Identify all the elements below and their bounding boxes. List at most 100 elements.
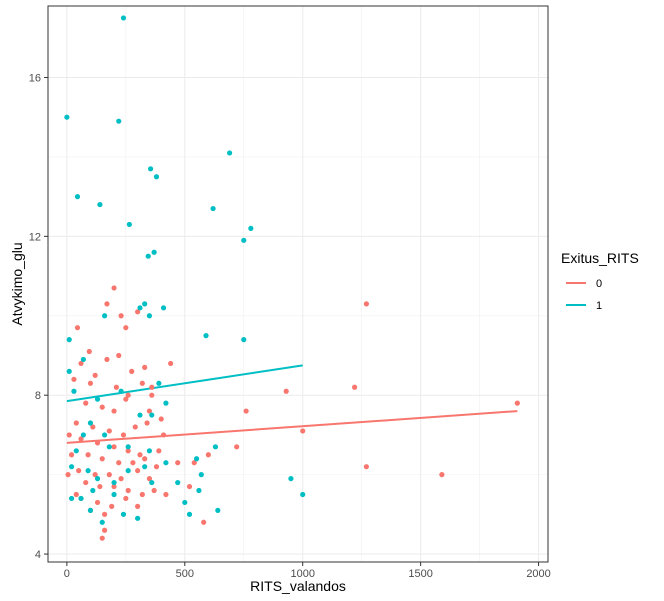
point-series-0 xyxy=(135,309,141,315)
point-series-0 xyxy=(106,428,112,434)
point-series-1 xyxy=(142,301,148,307)
point-series-1 xyxy=(146,313,153,319)
point-series-1 xyxy=(146,448,153,454)
point-series-0 xyxy=(74,325,81,331)
point-series-0 xyxy=(149,384,155,390)
point-series-0 xyxy=(118,313,124,319)
point-series-1 xyxy=(182,499,188,506)
point-series-1 xyxy=(142,464,148,470)
point-series-0 xyxy=(363,301,369,307)
point-series-0 xyxy=(116,460,122,466)
point-series-1 xyxy=(196,487,202,494)
point-series-1 xyxy=(80,432,86,438)
point-series-0 xyxy=(90,424,96,430)
trend-line-series-1 xyxy=(66,364,303,403)
trend-lines xyxy=(66,364,518,444)
point-series-0 xyxy=(283,388,289,394)
point-series-1 xyxy=(175,479,181,486)
point-series-0 xyxy=(146,476,153,482)
point-series-0 xyxy=(363,464,369,470)
point-series-1 xyxy=(126,221,132,228)
point-series-1 xyxy=(85,468,91,474)
plot-panel-border xyxy=(47,5,549,563)
point-series-1 xyxy=(87,420,94,426)
point-series-0 xyxy=(125,487,131,494)
point-series-1 xyxy=(120,511,127,517)
point-series-1 xyxy=(149,412,155,418)
point-series-0 xyxy=(83,400,89,406)
y-tick-label: 4 xyxy=(35,549,41,561)
point-series-0 xyxy=(142,364,148,370)
point-series-1 xyxy=(120,15,127,21)
point-series-1 xyxy=(74,194,81,200)
point-series-0 xyxy=(132,424,138,430)
y-tick-label: 8 xyxy=(35,390,41,402)
point-series-0 xyxy=(130,460,136,466)
point-series-0 xyxy=(87,380,94,386)
point-series-1 xyxy=(163,400,169,406)
point-series-0 xyxy=(99,404,105,410)
point-series-1 xyxy=(66,337,72,343)
point-series-1 xyxy=(198,472,204,478)
point-series-0 xyxy=(139,380,145,386)
point-series-0 xyxy=(120,432,127,438)
point-series-1 xyxy=(118,388,124,394)
point-series-0 xyxy=(186,483,193,490)
point-series-0 xyxy=(243,408,249,414)
point-series-1 xyxy=(68,495,75,502)
point-series-0 xyxy=(71,376,77,382)
y-axis-title: Atvykimo_glu xyxy=(9,242,25,325)
point-series-1 xyxy=(160,305,167,311)
point-series-0 xyxy=(175,460,181,466)
point-series-1 xyxy=(145,253,151,259)
point-series-1 xyxy=(80,356,86,363)
legend-title: Exitus_RITS xyxy=(561,250,639,266)
point-series-1 xyxy=(125,444,131,450)
point-series-0 xyxy=(205,452,211,458)
point-series-0 xyxy=(352,384,358,390)
x-tick-label: 1000 xyxy=(290,568,314,580)
point-series-0 xyxy=(191,460,197,466)
point-series-0 xyxy=(73,420,79,426)
point-series-0 xyxy=(92,372,98,378)
point-series-1 xyxy=(99,519,105,525)
point-series-1 xyxy=(87,507,94,513)
y-tick-label: 16 xyxy=(29,72,41,84)
point-series-1 xyxy=(71,388,77,394)
point-series-0 xyxy=(102,511,108,517)
point-series-1 xyxy=(137,305,143,311)
point-series-1 xyxy=(66,368,72,374)
point-series-1 xyxy=(241,237,247,243)
point-series-0 xyxy=(135,503,141,509)
point-series-0 xyxy=(129,368,135,374)
point-series-1 xyxy=(203,333,209,339)
point-series-1 xyxy=(125,468,131,474)
point-series-0 xyxy=(85,452,91,458)
point-series-0 xyxy=(142,456,148,462)
point-series-1 xyxy=(300,491,306,498)
point-series-1 xyxy=(210,205,216,212)
legend: Exitus_RITS 0 1 xyxy=(561,250,639,312)
point-series-0 xyxy=(125,448,131,454)
point-series-1 xyxy=(288,476,294,482)
point-series-1 xyxy=(147,166,154,172)
x-tick-label: 1500 xyxy=(408,568,432,580)
point-series-0 xyxy=(234,444,240,450)
point-series-0 xyxy=(66,432,72,438)
point-series-0 xyxy=(514,400,520,406)
point-series-1 xyxy=(248,225,254,231)
point-series-0 xyxy=(76,468,82,474)
point-series-0 xyxy=(144,420,150,426)
point-series-1 xyxy=(90,487,96,494)
data-points xyxy=(64,15,520,541)
point-series-0 xyxy=(104,301,110,307)
point-series-1 xyxy=(102,313,108,319)
point-series-0 xyxy=(113,384,119,390)
point-series-1 xyxy=(193,456,200,462)
point-series-1 xyxy=(227,150,233,156)
point-series-1 xyxy=(241,337,247,343)
point-series-0 xyxy=(125,392,131,398)
point-series-0 xyxy=(78,436,84,442)
point-series-0 xyxy=(111,444,117,450)
